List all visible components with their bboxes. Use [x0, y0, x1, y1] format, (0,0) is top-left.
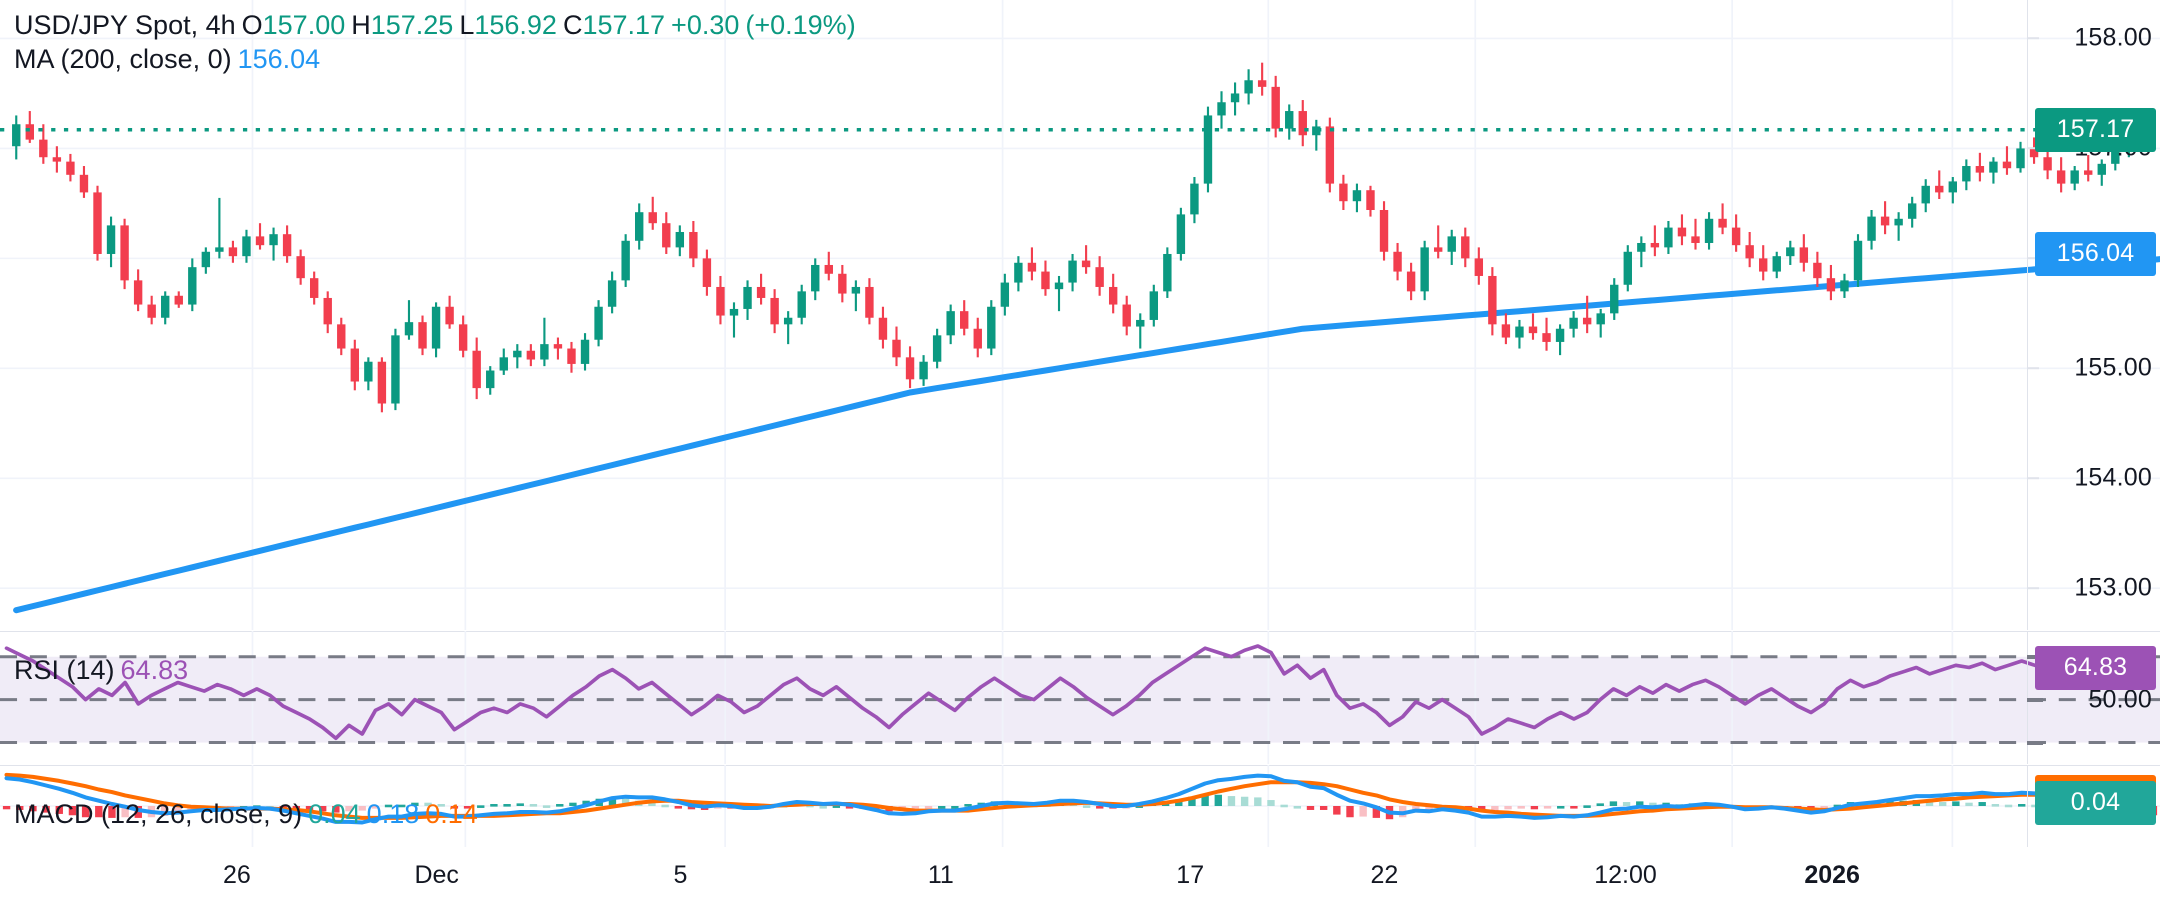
ma-value-badge[interactable]: 156.04	[2035, 231, 2156, 276]
ohlc-h: H157.25	[351, 10, 453, 40]
macd-pane[interactable]: 0.140.04 MACD (12, 26, close, 9)0.040.18…	[0, 765, 2160, 847]
price-change-percent: (+0.19%)	[745, 10, 856, 40]
price-plot	[0, 0, 2160, 630]
macd-legend[interactable]: MACD (12, 26, close, 9) 0.04 0.18 0.14	[14, 801, 484, 828]
macd-plot	[0, 765, 2160, 847]
ohlc-value: 156.92	[474, 10, 557, 40]
price-tick-mark	[2027, 367, 2039, 370]
price-change: +0.30	[671, 10, 740, 40]
price-candles-svg	[0, 0, 2160, 630]
ohlc-key: L	[459, 10, 475, 40]
rsi-line-svg	[0, 631, 2160, 764]
ohlc-value: 157.17	[582, 10, 666, 40]
price-tick-mark	[2027, 257, 2039, 260]
time-tick-5: 22	[1370, 861, 1399, 889]
price-tick-mark	[2027, 147, 2039, 150]
rsi-value-badge[interactable]: 64.83	[2035, 645, 2156, 690]
ohlc-o: O157.00	[242, 10, 346, 40]
rsi-plot	[0, 631, 2160, 764]
rsi-pane[interactable]: 50.00 64.83 RSI (14) 64.83	[0, 631, 2160, 764]
pane-separator-2	[0, 765, 2160, 766]
ohlc-c: C157.17	[563, 10, 665, 40]
ma-legend-value: 156.04	[237, 44, 321, 74]
pane-separator-1	[0, 631, 2160, 632]
rsi-legend[interactable]: RSI (14) 64.83	[14, 657, 194, 684]
price-tick-mark	[2027, 37, 2039, 40]
ohlc-key: H	[351, 10, 371, 40]
time-tick-4: 17	[1176, 861, 1205, 889]
symbol-legend[interactable]: USD/JPY Spot, 4h O157.00 H157.25 L156.92 C15…	[14, 12, 862, 39]
ma-legend[interactable]: MA (200, close, 0) 156.04	[14, 46, 326, 73]
time-tick-1: Dec	[414, 861, 459, 889]
macd-svg	[0, 765, 2160, 847]
ohlc-key: C	[562, 10, 583, 40]
last-price-badge[interactable]: 157.17	[2035, 107, 2156, 152]
time-tick-3: 11	[927, 861, 954, 889]
price-tick: 155.00	[2074, 353, 2152, 382]
time-axis[interactable]: 26 Dec 5 11 17 22 12:00 2026	[0, 847, 2160, 901]
symbol-label: USD/JPY Spot, 4h	[14, 10, 236, 40]
ohlc-value: 157.00	[262, 10, 346, 40]
ohlc-l: L156.92	[459, 10, 557, 40]
rsi-axis[interactable]: 50.00 64.83	[2027, 631, 2160, 764]
price-axis[interactable]: 158.00157.00156.00155.00154.00153.00157.…	[2027, 0, 2160, 630]
ohlc-key: O	[241, 10, 263, 40]
price-tick-mark	[2027, 477, 2039, 480]
time-tick-7: 2026	[1804, 861, 1860, 889]
axis-divider	[2027, 765, 2028, 847]
price-pane[interactable]: 158.00157.00156.00155.00154.00153.00157.…	[0, 0, 2160, 630]
axis-divider	[2027, 631, 2028, 764]
price-tick: 154.00	[2074, 463, 2152, 492]
macd-legend-label: MACD (12, 26, close, 9)	[14, 799, 303, 829]
rsi-level-mark	[2027, 740, 2043, 745]
ma-legend-label: MA (200, close, 0)	[14, 44, 232, 74]
time-tick-6: 12:00	[1594, 861, 1657, 889]
macd-legend-value-1: 0.18	[366, 799, 420, 829]
macd-axis[interactable]: 0.140.04	[2027, 765, 2160, 847]
price-tick: 158.00	[2074, 23, 2152, 52]
rsi-level-mark	[2027, 697, 2043, 702]
macd-line-value-badge[interactable]: 0.04	[2035, 781, 2156, 826]
ohlc-value: 157.25	[370, 10, 454, 40]
macd-legend-value-2: 0.14	[425, 799, 478, 829]
rsi-legend-value: 64.83	[120, 655, 189, 685]
rsi-legend-label: RSI (14)	[14, 655, 115, 685]
macd-legend-value-0: 0.04	[308, 799, 361, 829]
time-tick-2: 5	[673, 861, 688, 889]
price-tick-mark	[2027, 587, 2039, 590]
price-tick: 153.00	[2074, 573, 2152, 602]
axis-divider	[2027, 0, 2028, 630]
time-tick-0: 26	[223, 861, 251, 889]
